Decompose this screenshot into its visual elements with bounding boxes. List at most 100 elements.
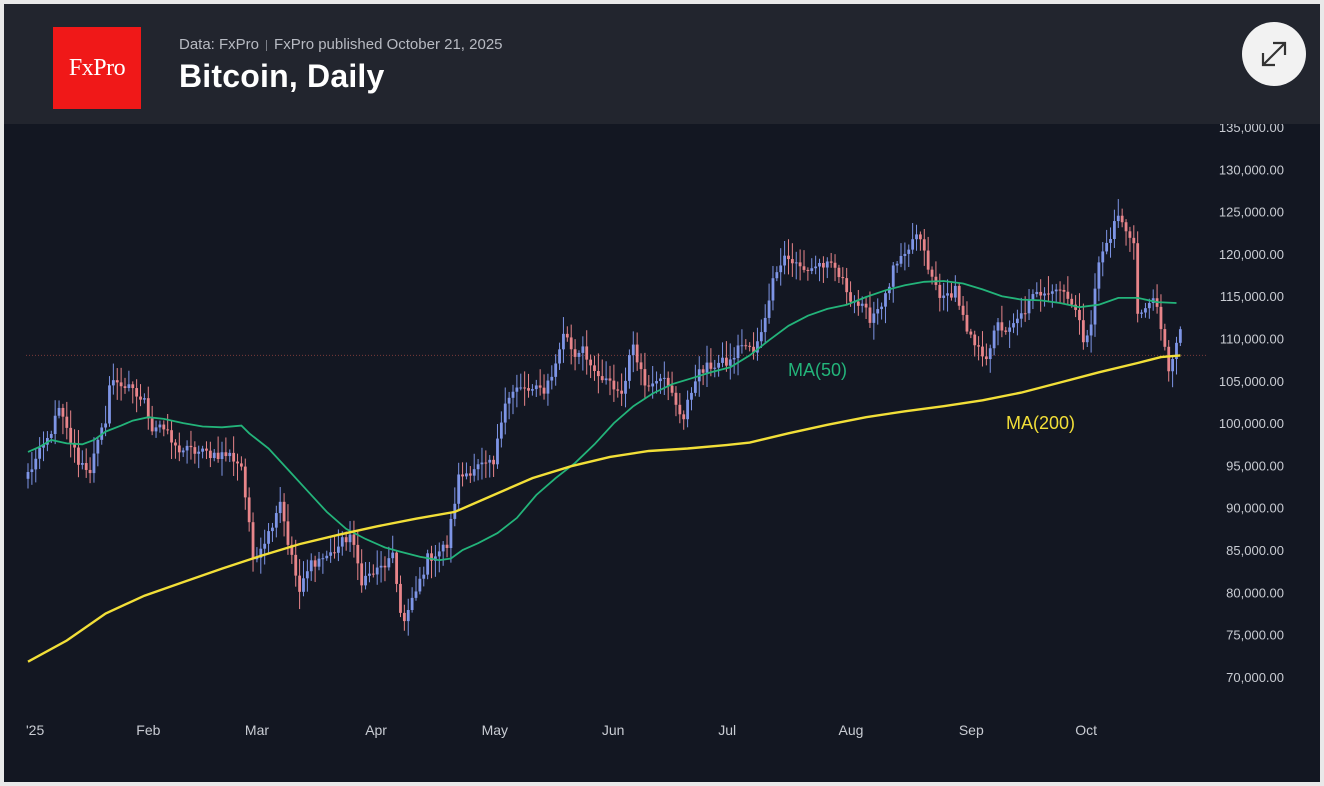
candle bbox=[981, 331, 984, 367]
candle-body bbox=[519, 387, 523, 389]
candle bbox=[205, 441, 208, 460]
candle bbox=[383, 556, 387, 582]
candle bbox=[693, 364, 697, 397]
candle-body bbox=[860, 303, 864, 306]
candle bbox=[969, 328, 973, 339]
candle bbox=[57, 400, 61, 419]
candle-body bbox=[282, 501, 286, 522]
x-tick-label: Jun bbox=[602, 722, 625, 738]
candle bbox=[604, 361, 608, 385]
candle bbox=[236, 453, 239, 481]
candle bbox=[410, 587, 414, 613]
candle-body bbox=[488, 459, 492, 463]
candle-body bbox=[748, 345, 752, 347]
candle-body bbox=[228, 452, 232, 457]
candle-body bbox=[243, 466, 247, 498]
candle bbox=[414, 576, 418, 601]
candle-body bbox=[119, 382, 123, 387]
candle bbox=[274, 505, 278, 538]
candle-body bbox=[682, 414, 686, 420]
candle bbox=[833, 254, 837, 282]
candle bbox=[569, 324, 573, 365]
candle-body bbox=[305, 571, 309, 579]
candle bbox=[69, 410, 73, 458]
candle bbox=[1151, 289, 1155, 311]
expand-button[interactable] bbox=[1242, 22, 1306, 86]
candle bbox=[907, 244, 911, 267]
candle bbox=[837, 264, 841, 284]
candle-body bbox=[988, 348, 992, 360]
candle-body bbox=[216, 452, 220, 459]
candle bbox=[399, 575, 402, 618]
candle bbox=[767, 283, 771, 324]
candle-body bbox=[472, 469, 476, 476]
candle-body bbox=[49, 434, 53, 438]
candle bbox=[453, 487, 457, 527]
candle bbox=[895, 261, 899, 273]
candle-body bbox=[899, 255, 903, 264]
candle-body bbox=[631, 344, 635, 356]
candle-body bbox=[1000, 322, 1004, 331]
candle-body bbox=[1054, 289, 1058, 292]
candle-body bbox=[418, 578, 422, 592]
candle-body bbox=[771, 278, 775, 301]
candle-body bbox=[294, 554, 298, 576]
candle-body bbox=[84, 463, 88, 470]
candle bbox=[232, 436, 236, 477]
meta-separator bbox=[266, 39, 268, 51]
candle bbox=[325, 550, 329, 561]
candle bbox=[356, 531, 360, 581]
candle-body bbox=[220, 452, 224, 459]
candle bbox=[263, 529, 267, 565]
candle-body bbox=[193, 447, 197, 454]
candle-body bbox=[174, 442, 177, 446]
candle bbox=[139, 384, 142, 407]
candle bbox=[340, 531, 344, 556]
candle-body bbox=[1105, 242, 1109, 252]
candle bbox=[271, 522, 274, 542]
candle bbox=[725, 341, 728, 372]
candle bbox=[465, 462, 468, 480]
candle bbox=[643, 352, 647, 400]
candle bbox=[302, 561, 305, 597]
candle bbox=[1012, 313, 1015, 334]
candle bbox=[197, 445, 201, 469]
candle-body bbox=[678, 404, 682, 415]
candle-body bbox=[926, 250, 930, 270]
candle bbox=[868, 291, 872, 328]
candle bbox=[511, 384, 515, 415]
candle bbox=[96, 436, 100, 467]
y-tick-label: 95,000.00 bbox=[1226, 458, 1284, 473]
y-tick-label: 110,000.00 bbox=[1220, 332, 1284, 347]
candle-body bbox=[872, 313, 876, 323]
candle bbox=[814, 255, 818, 275]
candle bbox=[961, 296, 965, 321]
candle bbox=[763, 304, 767, 344]
x-tick-label: Mar bbox=[245, 722, 269, 738]
x-axis: '25 Feb Mar Apr May Jun Jul Aug Sep Oct bbox=[26, 722, 1097, 738]
candle bbox=[1132, 225, 1136, 260]
candle-body bbox=[1062, 289, 1066, 292]
candle-body bbox=[562, 333, 565, 350]
candle bbox=[732, 347, 736, 374]
candle-body bbox=[981, 346, 984, 357]
candle bbox=[891, 262, 895, 303]
candle bbox=[810, 258, 814, 275]
candle-body bbox=[371, 573, 375, 575]
candle bbox=[1078, 293, 1081, 335]
candle bbox=[496, 424, 499, 469]
candle bbox=[775, 266, 779, 282]
candle bbox=[771, 265, 775, 311]
candle bbox=[158, 420, 162, 433]
candle-body bbox=[538, 385, 542, 388]
candle bbox=[527, 373, 530, 398]
candle-body bbox=[965, 314, 969, 332]
candle-body bbox=[534, 385, 538, 390]
candle-body bbox=[104, 423, 107, 428]
candle-body bbox=[1113, 221, 1116, 239]
candle bbox=[748, 342, 752, 352]
candle-body bbox=[717, 362, 721, 368]
candle-body bbox=[1171, 359, 1174, 372]
candle-body bbox=[763, 317, 767, 333]
candle-body bbox=[977, 345, 980, 347]
